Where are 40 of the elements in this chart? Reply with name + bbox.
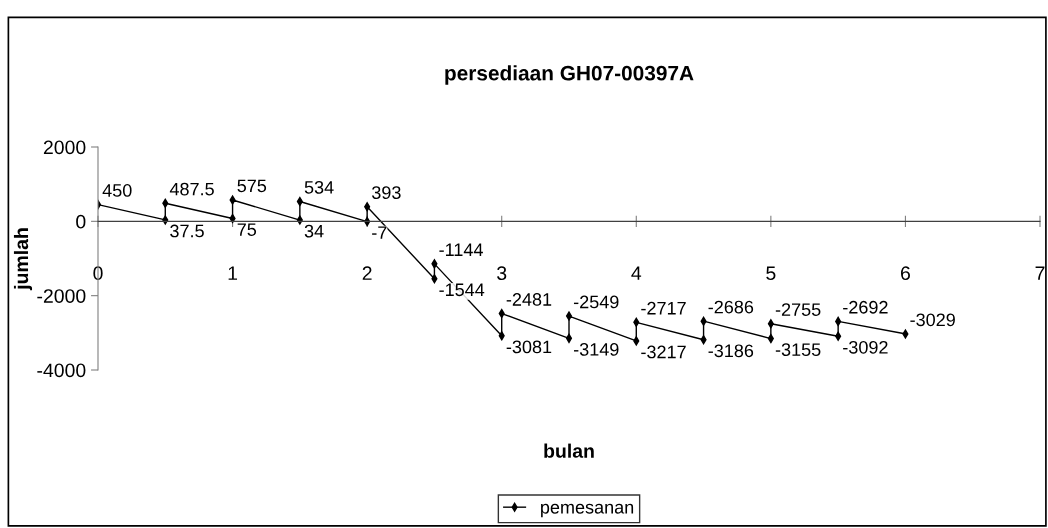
data-label: 534: [304, 180, 334, 194]
x-tick-label: 7: [1035, 266, 1045, 280]
y-tick-label: -2000: [37, 289, 86, 303]
data-label: -2549: [573, 295, 619, 309]
y-tick-label: 0: [76, 214, 86, 229]
data-label: 75: [237, 223, 257, 236]
y-tick-label: 2000: [43, 140, 86, 155]
data-label: 37.5: [170, 224, 204, 238]
data-label: -3081: [506, 340, 552, 354]
data-label: -1144: [439, 243, 483, 256]
data-label: -2692: [843, 300, 888, 314]
chart-title: persediaan GH07-00397A: [445, 65, 694, 85]
legend-label: pemesanan: [541, 503, 634, 518]
y-tick-label: -4000: [37, 363, 86, 378]
x-tick-label: 3: [497, 266, 507, 281]
data-label: -2717: [641, 301, 686, 315]
y-axis-title: jumlah: [13, 228, 33, 291]
data-label: 450: [102, 184, 132, 197]
data-label: -3186: [708, 344, 754, 358]
x-tick-label: 0: [93, 266, 103, 281]
data-label: -3149: [573, 343, 619, 356]
x-tick-label: 5: [766, 266, 776, 281]
data-label: 487.5: [169, 182, 214, 196]
data-label: -1544: [439, 283, 485, 297]
data-label: -2481: [506, 293, 552, 306]
data-label: -2755: [775, 303, 821, 316]
data-label: 34: [304, 224, 324, 238]
data-label: -3092: [843, 340, 888, 354]
x-tick-label: 6: [901, 266, 910, 281]
x-axis-title: bulan: [544, 443, 594, 458]
data-label: -3155: [775, 343, 821, 357]
data-label: 393: [372, 186, 401, 199]
x-tick-label: 4: [631, 266, 642, 280]
x-tick-label: 2: [362, 266, 372, 280]
data-label: -3217: [641, 345, 686, 359]
data-label: -2686: [708, 300, 754, 314]
data-label: 575: [237, 179, 267, 193]
data-label: -7: [372, 226, 387, 239]
x-tick-label: 1: [228, 266, 238, 280]
data-label: -3029: [910, 313, 955, 327]
